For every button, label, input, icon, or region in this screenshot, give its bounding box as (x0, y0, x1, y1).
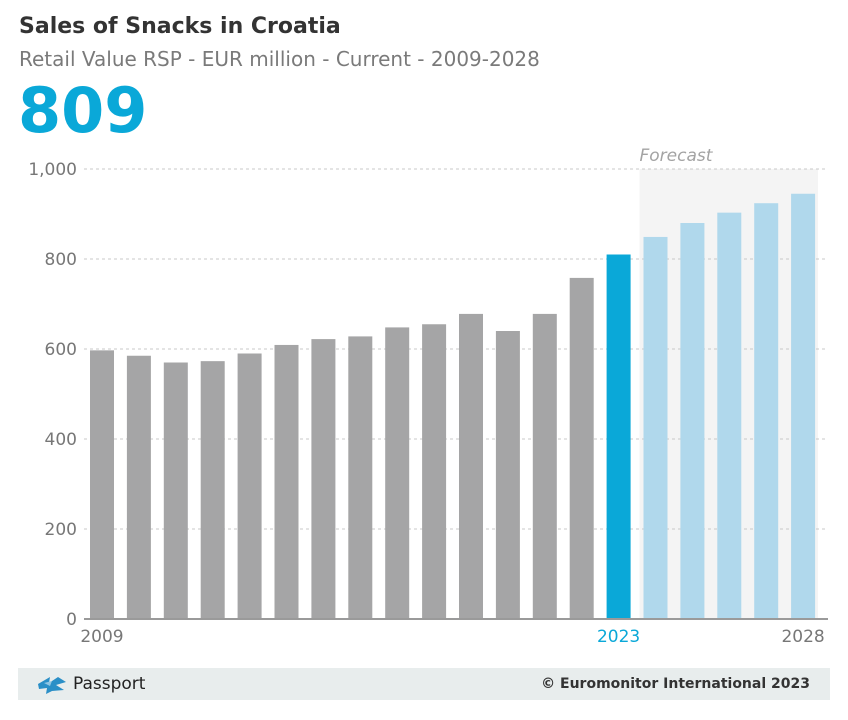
passport-brand: Passport (73, 674, 146, 694)
bar-2027 (754, 203, 779, 619)
bar-2020 (495, 331, 520, 619)
bar-2010 (126, 355, 151, 619)
copyright-text: © Euromonitor International 2023 (541, 676, 810, 692)
bar-2013 (237, 353, 262, 619)
chart-title: Sales of Snacks in Croatia (19, 14, 341, 39)
bar-2021 (532, 313, 557, 619)
bar-2018 (422, 324, 447, 619)
x-tick-label: 2028 (781, 627, 824, 647)
y-tick-label: 0 (66, 610, 77, 630)
bar-2012 (200, 361, 225, 619)
passport-logo-icon (38, 677, 66, 694)
bar-2019 (459, 313, 483, 619)
headline-value: 809 (18, 74, 148, 147)
y-tick-label: 800 (45, 250, 77, 270)
bar-2017 (385, 327, 410, 619)
bar-2015 (311, 339, 336, 619)
y-tick-label: 1,000 (28, 160, 77, 180)
bar-2022 (569, 277, 594, 619)
bar-2024 (643, 236, 668, 619)
x-tick-label: 2009 (80, 627, 123, 647)
forecast-label: Forecast (640, 146, 714, 166)
bar-2026 (717, 212, 742, 619)
bar-2016 (348, 336, 373, 619)
bar-2023 (606, 254, 631, 619)
y-tick-label: 600 (45, 340, 77, 360)
bar-2011 (163, 362, 188, 619)
bar-chart: Forecast 0 200 400 600 800 1,000 2009 2023 2028 (28, 146, 828, 647)
footer-bar: Passport © Euromonitor International 202… (18, 668, 830, 700)
x-tick-label: 2023 (597, 627, 640, 647)
chart-subtitle: Retail Value RSP - EUR million - Current… (19, 47, 540, 71)
bar-2009 (90, 350, 114, 619)
y-tick-label: 200 (45, 520, 77, 540)
bar-2025 (680, 223, 705, 619)
bar-2028 (791, 193, 816, 619)
y-tick-label: 400 (45, 430, 77, 450)
bar-2014 (274, 344, 299, 619)
